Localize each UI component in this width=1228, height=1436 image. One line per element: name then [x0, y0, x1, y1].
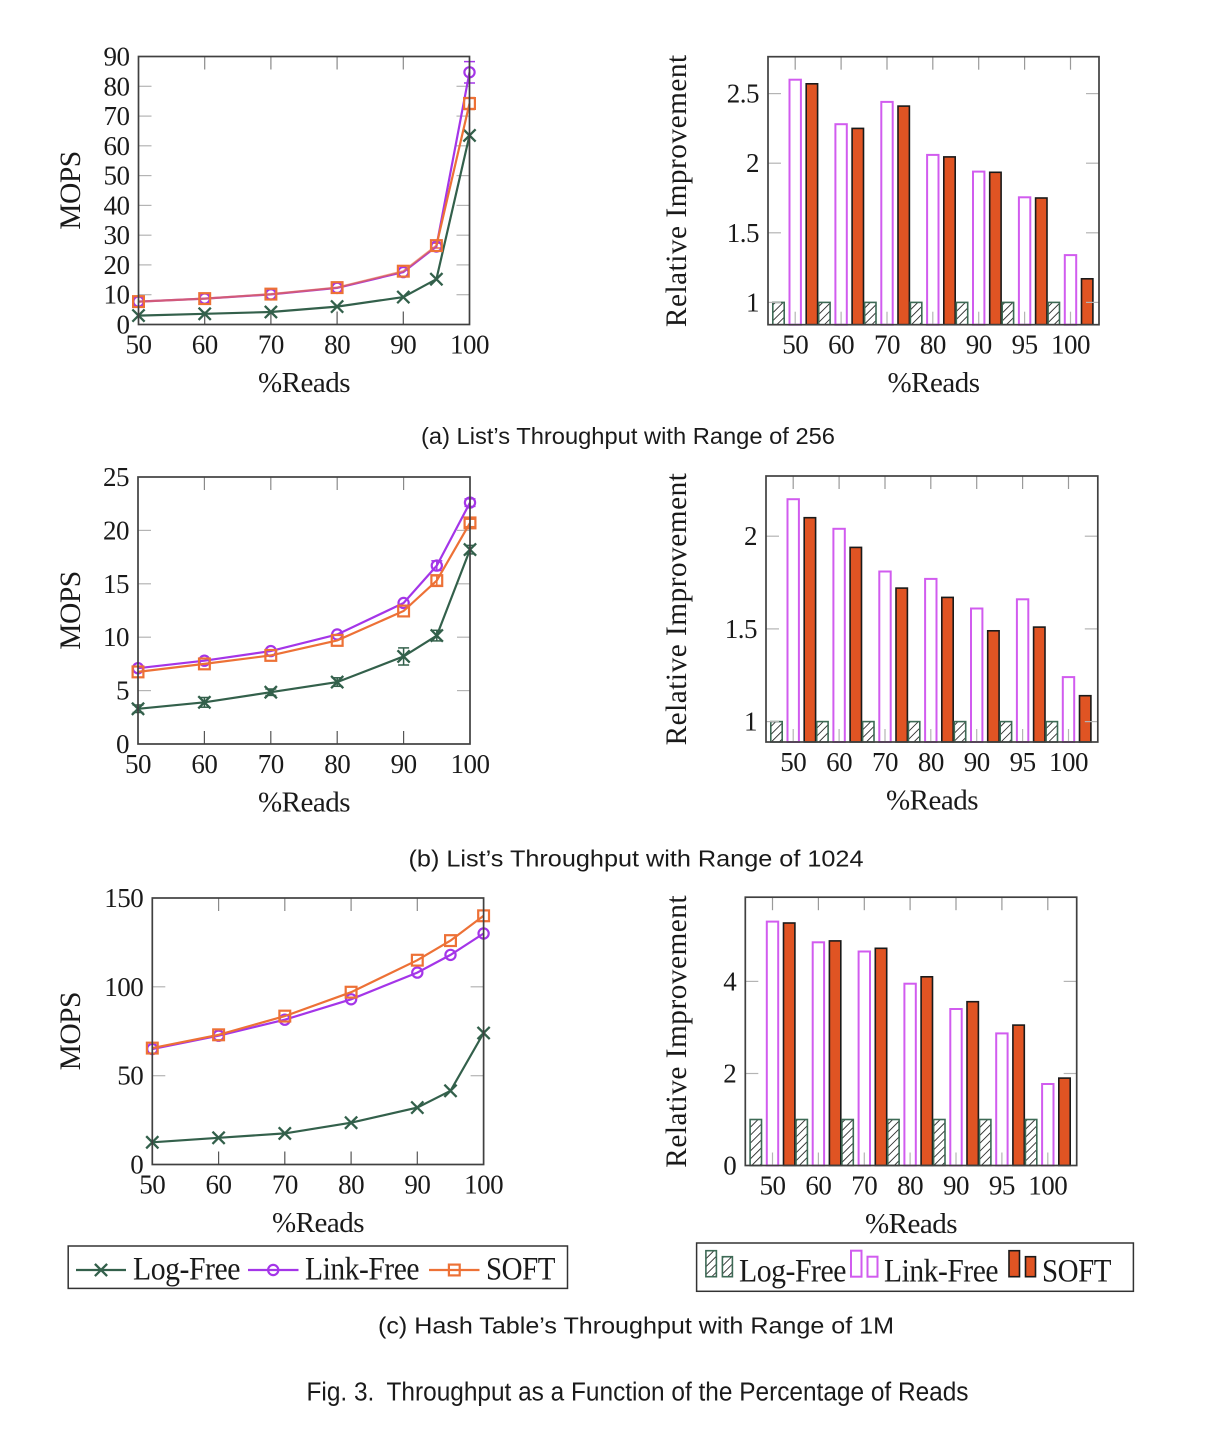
- svg-text:60: 60: [191, 749, 217, 779]
- svg-text:1.5: 1.5: [727, 218, 759, 248]
- svg-text:Link-Free: Link-Free: [305, 1252, 419, 1288]
- svg-text:%Reads: %Reads: [258, 367, 350, 399]
- svg-text:2: 2: [746, 148, 759, 178]
- svg-text:95: 95: [1012, 330, 1038, 360]
- svg-text:4: 4: [723, 966, 737, 996]
- svg-text:Relative Improvement: Relative Improvement: [661, 895, 693, 1168]
- svg-text:10: 10: [103, 622, 129, 652]
- svg-text:Relative Improvement: Relative Improvement: [661, 473, 693, 746]
- svg-text:95: 95: [989, 1171, 1015, 1201]
- svg-text:90: 90: [966, 330, 992, 360]
- svg-text:5: 5: [116, 676, 129, 706]
- svg-text:Relative Improvement: Relative Improvement: [661, 54, 693, 327]
- svg-text:90: 90: [391, 749, 417, 779]
- svg-text:2: 2: [744, 521, 757, 551]
- svg-text:90: 90: [404, 1170, 430, 1200]
- svg-text:50: 50: [125, 749, 151, 779]
- svg-text:50: 50: [139, 1170, 165, 1200]
- svg-text:50: 50: [104, 161, 130, 191]
- svg-text:%Reads: %Reads: [258, 787, 350, 819]
- svg-text:60: 60: [828, 330, 854, 360]
- svg-text:Log-Free: Log-Free: [133, 1252, 240, 1288]
- svg-text:80: 80: [920, 330, 946, 360]
- svg-text:Link-Free: Link-Free: [884, 1254, 998, 1290]
- svg-text:80: 80: [324, 749, 350, 779]
- svg-text:90: 90: [943, 1171, 969, 1201]
- svg-text:MOPS: MOPS: [55, 571, 87, 649]
- svg-text:50: 50: [782, 330, 808, 360]
- svg-text:80: 80: [918, 747, 944, 777]
- svg-text:1: 1: [744, 707, 757, 737]
- svg-text:70: 70: [104, 101, 130, 131]
- svg-text:%Reads: %Reads: [272, 1207, 364, 1239]
- svg-text:1: 1: [746, 287, 759, 317]
- svg-text:50: 50: [760, 1171, 786, 1201]
- svg-text:80: 80: [338, 1170, 364, 1200]
- svg-text:70: 70: [874, 330, 900, 360]
- svg-text:2: 2: [723, 1058, 736, 1088]
- svg-text:(c) Hash Table’s Throughput wi: (c) Hash Table’s Throughput with Range o…: [378, 1313, 894, 1339]
- svg-text:30: 30: [104, 220, 130, 250]
- svg-text:100: 100: [1049, 747, 1088, 777]
- svg-text:(a) List’s Throughput with Ran: (a) List’s Throughput with Range of 256: [421, 423, 835, 449]
- svg-text:50: 50: [117, 1061, 143, 1091]
- svg-text:MOPS: MOPS: [55, 992, 87, 1070]
- svg-text:70: 70: [258, 749, 284, 779]
- svg-text:90: 90: [104, 42, 130, 72]
- svg-text:100: 100: [450, 330, 489, 360]
- svg-text:40: 40: [104, 190, 130, 220]
- svg-text:100: 100: [451, 749, 490, 779]
- svg-text:60: 60: [192, 330, 218, 360]
- svg-text:0: 0: [130, 1150, 143, 1180]
- svg-text:0: 0: [116, 729, 129, 759]
- svg-text:20: 20: [103, 515, 129, 545]
- svg-text:80: 80: [324, 330, 350, 360]
- svg-text:%Reads: %Reads: [887, 367, 979, 399]
- svg-text:100: 100: [1051, 330, 1090, 360]
- svg-text:100: 100: [1028, 1171, 1067, 1201]
- svg-text:90: 90: [390, 330, 416, 360]
- svg-text:60: 60: [805, 1171, 831, 1201]
- svg-text:MOPS: MOPS: [55, 151, 87, 229]
- svg-text:%Reads: %Reads: [886, 785, 978, 817]
- svg-text:90: 90: [964, 747, 990, 777]
- svg-text:50: 50: [780, 747, 806, 777]
- svg-text:60: 60: [104, 131, 130, 161]
- svg-text:80: 80: [104, 71, 130, 101]
- svg-text:100: 100: [464, 1170, 503, 1200]
- svg-text:50: 50: [126, 330, 152, 360]
- svg-text:25: 25: [103, 462, 129, 492]
- svg-text:150: 150: [104, 883, 143, 913]
- svg-text:95: 95: [1010, 747, 1036, 777]
- svg-text:20: 20: [104, 250, 130, 280]
- svg-text:15: 15: [103, 569, 129, 599]
- svg-text:60: 60: [826, 747, 852, 777]
- svg-text:%Reads: %Reads: [865, 1208, 957, 1240]
- svg-text:SOFT: SOFT: [1042, 1254, 1111, 1290]
- svg-text:60: 60: [206, 1170, 232, 1200]
- svg-text:70: 70: [272, 1170, 298, 1200]
- svg-text:70: 70: [872, 747, 898, 777]
- svg-text:0: 0: [723, 1151, 736, 1181]
- svg-text:70: 70: [851, 1171, 877, 1201]
- svg-text:SOFT: SOFT: [486, 1252, 555, 1288]
- svg-text:Log-Free: Log-Free: [739, 1254, 846, 1290]
- svg-text:100: 100: [104, 972, 143, 1002]
- svg-text:1.5: 1.5: [725, 614, 757, 644]
- svg-text:(b) List’s Throughput with Ran: (b) List’s Throughput with Range of 1024: [409, 846, 864, 872]
- svg-text:70: 70: [258, 330, 284, 360]
- svg-text:80: 80: [897, 1171, 923, 1201]
- svg-text:0: 0: [117, 310, 130, 340]
- svg-text:Fig. 3. Throughput as a Functi: Fig. 3. Throughput as a Function of the …: [307, 1379, 969, 1407]
- svg-text:2.5: 2.5: [727, 79, 759, 109]
- svg-text:10: 10: [104, 280, 130, 310]
